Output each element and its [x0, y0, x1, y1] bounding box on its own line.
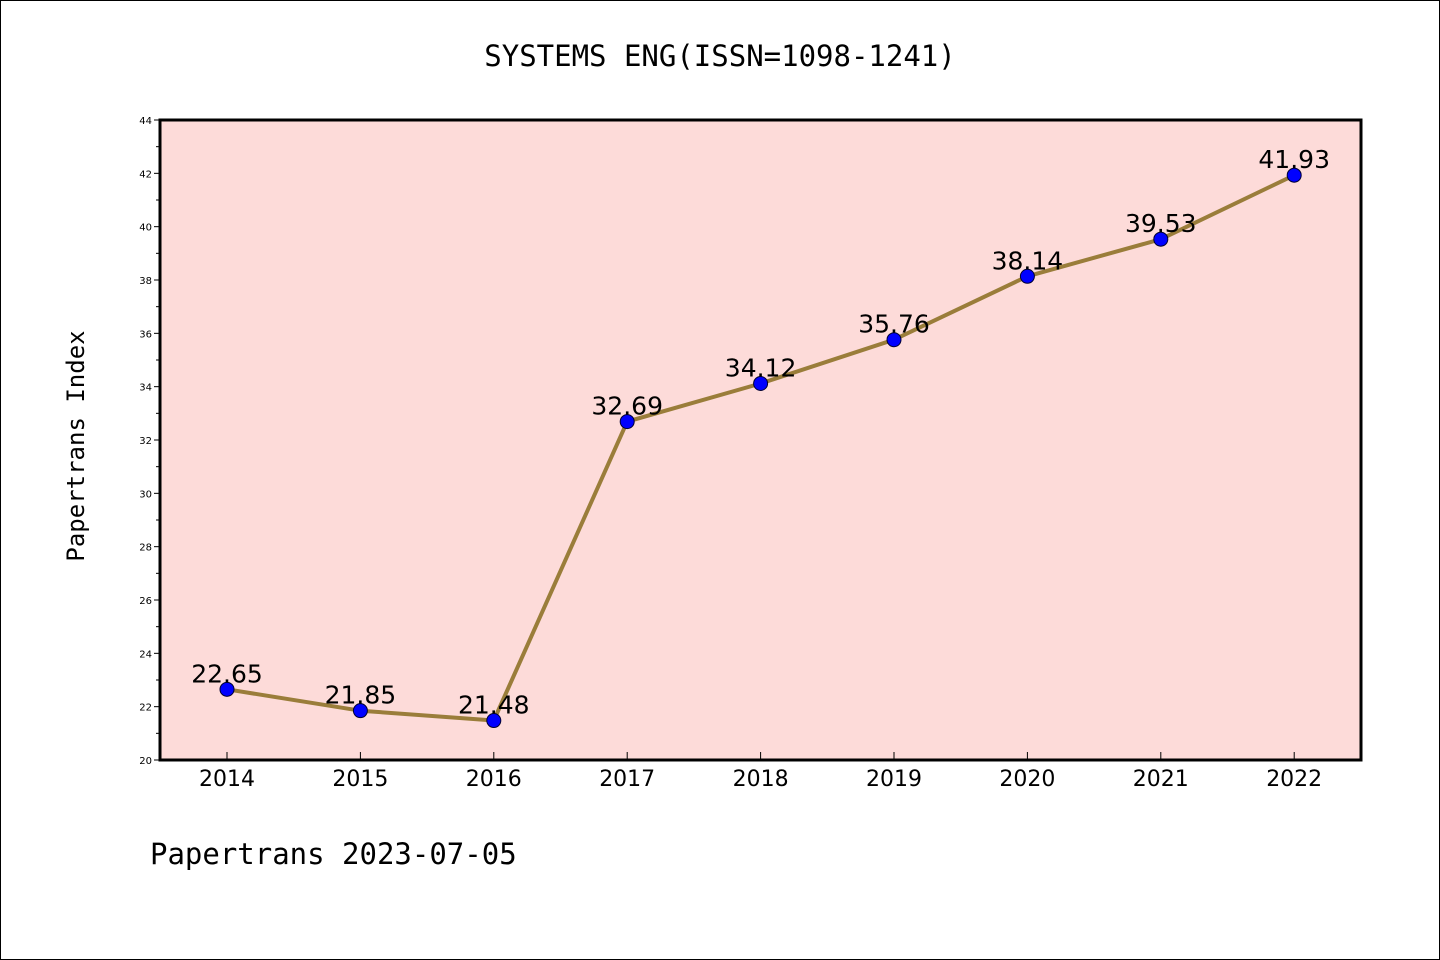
x-axis: 2014 2015 2016 2017 2018 2019 2020 2021 2022	[199, 752, 1322, 792]
data-label: 38.14	[992, 246, 1064, 275]
data-label: 21.48	[458, 691, 530, 720]
y-tick-label: 28	[139, 543, 152, 554]
y-tick-label: 26	[139, 596, 152, 607]
data-label: 34.12	[725, 353, 797, 382]
y-tick-label: 20	[139, 756, 152, 767]
data-point	[619, 414, 635, 430]
plot-border	[158, 118, 1363, 762]
x-tick-label: 2014	[199, 767, 255, 792]
y-tick-label: 32	[139, 436, 152, 447]
x-tick-label: 2015	[332, 767, 388, 792]
y-axis: 20 22 24 26 28 30 32 34 36 38 40 42 44	[139, 116, 160, 767]
footer-text: Papertrans 2023-07-05	[150, 837, 517, 871]
x-tick-label: 2016	[466, 767, 522, 792]
plot-area	[160, 120, 1361, 760]
y-tick-label: 22	[139, 703, 152, 714]
data-point	[1019, 268, 1035, 284]
data-point	[219, 681, 235, 697]
data-label: 22.65	[191, 659, 263, 688]
data-labels: 22.65 21.85 21.48 32.69 34.12 35.76 38.14 39.53…	[191, 145, 1330, 719]
data-label: 41.93	[1258, 145, 1330, 174]
data-label: 21.85	[325, 681, 397, 710]
y-tick-label: 44	[139, 116, 152, 127]
data-point	[1286, 167, 1302, 183]
chart-title: SYSTEMS ENG(ISSN=1098-1241)	[484, 39, 955, 73]
x-tick-label: 2018	[733, 767, 789, 792]
y-tick-label: 30	[139, 489, 152, 500]
y-tick-label: 38	[139, 276, 152, 287]
data-markers	[219, 167, 1302, 729]
x-tick-label: 2021	[1133, 767, 1189, 792]
data-label: 35.76	[858, 310, 930, 339]
data-label: 32.69	[591, 392, 663, 421]
data-label: 39.53	[1125, 209, 1197, 238]
x-tick-label: 2022	[1266, 767, 1322, 792]
y-axis-label: Papertrans Index	[62, 330, 90, 561]
data-point	[352, 703, 368, 719]
y-tick-label: 36	[139, 329, 152, 340]
data-point	[753, 375, 769, 391]
x-tick-label: 2019	[866, 767, 922, 792]
data-point	[886, 332, 902, 348]
data-point	[486, 713, 502, 729]
y-tick-label: 40	[139, 223, 152, 234]
data-point	[1153, 231, 1169, 247]
x-tick-label: 2020	[999, 767, 1055, 792]
y-tick-label: 42	[139, 169, 152, 180]
y-tick-label: 34	[139, 383, 152, 394]
y-tick-label: 24	[139, 649, 152, 660]
x-tick-label: 2017	[599, 767, 655, 792]
